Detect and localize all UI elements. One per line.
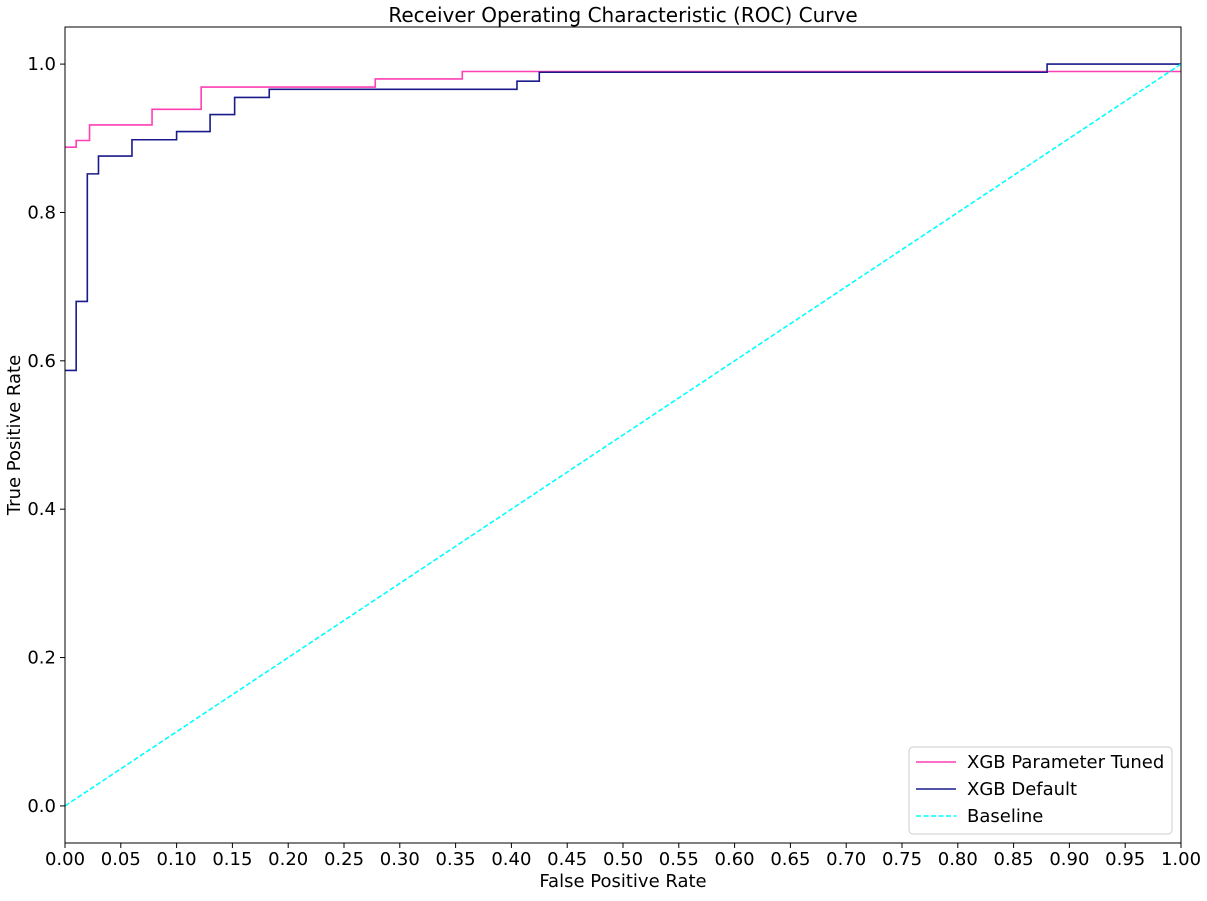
y-axis-label: True Positive Rate	[4, 355, 25, 516]
legend-label: XGB Default	[967, 779, 1077, 800]
y-tick-label: 0.6	[27, 351, 56, 372]
xgb-parameter-tuned-line	[65, 70, 1181, 148]
y-axis: 0.0 0.2 0.4 0.6 0.8 1.0	[27, 54, 65, 817]
x-tick-label: 0.15	[212, 849, 252, 870]
x-tick-label: 0.10	[157, 849, 197, 870]
plot-area	[64, 63, 1182, 807]
y-tick-label: 0.8	[27, 202, 56, 223]
x-tick-label: 0.80	[938, 849, 978, 870]
x-tick-label: 0.35	[436, 849, 476, 870]
x-tick-label: 0.90	[1049, 849, 1089, 870]
legend-box	[908, 746, 1173, 835]
x-tick-label: 0.95	[1105, 849, 1145, 870]
y-tick-label: 0.4	[27, 499, 56, 520]
x-tick-label: 0.20	[268, 849, 308, 870]
x-tick-label: 0.55	[659, 849, 699, 870]
x-tick-label: 0.60	[715, 849, 755, 870]
x-axis-label: False Positive Rate	[539, 871, 706, 892]
x-tick-label: 0.05	[101, 849, 141, 870]
y-tick-label: 0.2	[27, 648, 56, 669]
baseline-line	[64, 63, 1182, 807]
xgb-default-line	[65, 63, 1181, 372]
y-tick-label: 1.0	[27, 54, 56, 75]
y-tick-label: 0.0	[27, 796, 56, 817]
x-tick-label: 0.00	[45, 849, 85, 870]
x-axis: 0.00 0.05 0.10 0.15 0.20 0.25 0.30 0.35 0.40 0.45…	[45, 843, 1201, 870]
x-tick-label: 0.75	[882, 849, 922, 870]
x-tick-label: 1.00	[1161, 849, 1201, 870]
x-tick-label: 0.40	[491, 849, 531, 870]
x-tick-label: 0.25	[324, 849, 364, 870]
x-tick-label: 0.65	[770, 849, 810, 870]
x-tick-label: 0.85	[994, 849, 1034, 870]
legend-label: XGB Parameter Tuned	[967, 752, 1164, 773]
x-tick-label: 0.45	[547, 849, 587, 870]
chart-title: Receiver Operating Characteristic (ROC) …	[388, 3, 857, 27]
x-tick-label: 0.50	[603, 849, 643, 870]
legend-label: Baseline	[967, 806, 1043, 827]
x-tick-label: 0.30	[380, 849, 420, 870]
legend: XGB Parameter Tuned XGB Default Baseline	[908, 746, 1173, 835]
x-tick-label: 0.70	[826, 849, 866, 870]
